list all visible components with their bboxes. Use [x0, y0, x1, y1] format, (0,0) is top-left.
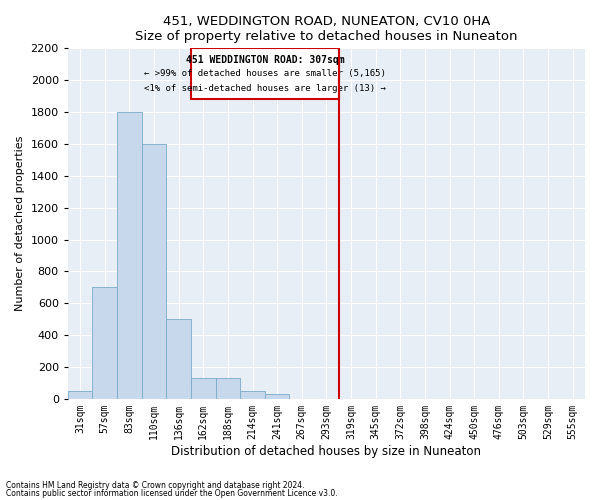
Bar	[191, 378, 215, 399]
Bar	[92, 288, 117, 399]
Text: 451 WEDDINGTON ROAD: 307sqm: 451 WEDDINGTON ROAD: 307sqm	[185, 54, 344, 64]
Bar	[166, 319, 191, 399]
FancyBboxPatch shape	[191, 48, 339, 100]
Title: 451, WEDDINGTON ROAD, NUNEATON, CV10 0HA
Size of property relative to detached h: 451, WEDDINGTON ROAD, NUNEATON, CV10 0HA…	[135, 15, 518, 43]
Bar	[142, 144, 166, 399]
Bar	[265, 394, 289, 399]
Text: Contains public sector information licensed under the Open Government Licence v3: Contains public sector information licen…	[6, 489, 338, 498]
X-axis label: Distribution of detached houses by size in Nuneaton: Distribution of detached houses by size …	[172, 444, 481, 458]
Bar	[215, 378, 240, 399]
Bar	[117, 112, 142, 399]
Text: Contains HM Land Registry data © Crown copyright and database right 2024.: Contains HM Land Registry data © Crown c…	[6, 480, 305, 490]
Bar	[68, 391, 92, 399]
Bar	[240, 391, 265, 399]
Y-axis label: Number of detached properties: Number of detached properties	[15, 136, 25, 312]
Text: ← >99% of detached houses are smaller (5,165): ← >99% of detached houses are smaller (5…	[144, 70, 386, 78]
Text: <1% of semi-detached houses are larger (13) →: <1% of semi-detached houses are larger (…	[144, 84, 386, 92]
